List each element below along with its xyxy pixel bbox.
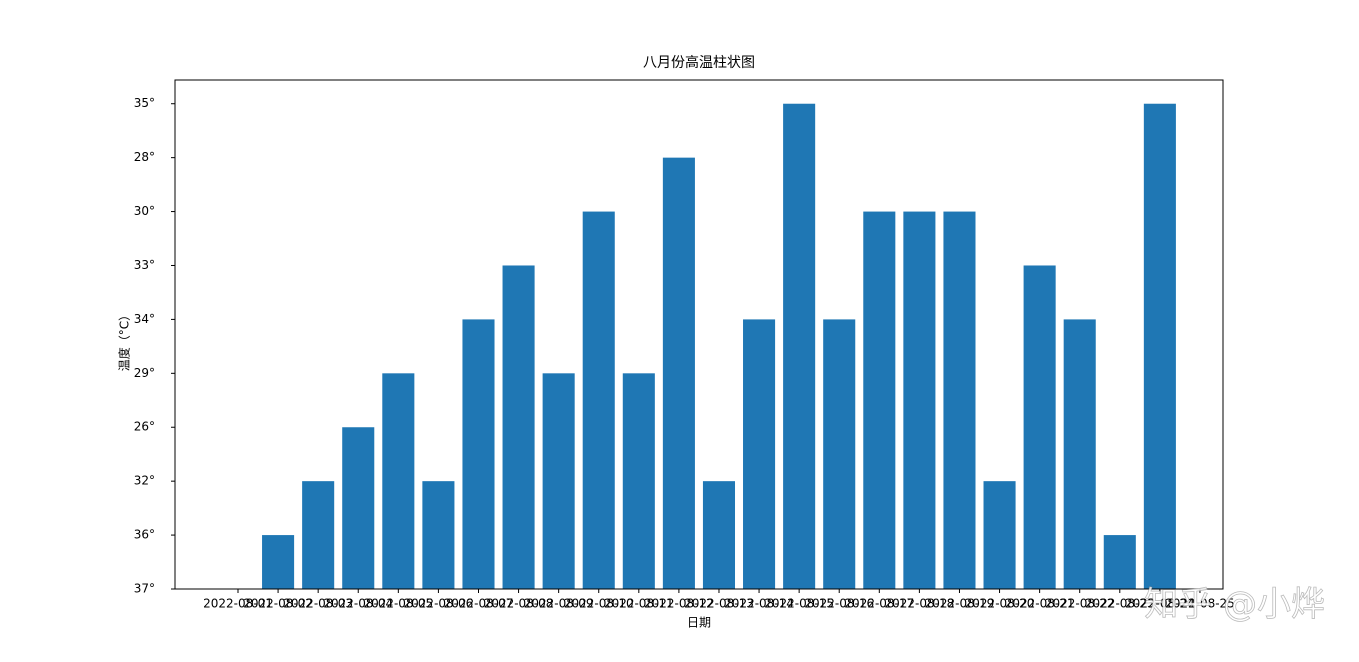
x-tick-label: 2022-08-13 bbox=[684, 597, 754, 611]
bar bbox=[823, 319, 856, 589]
bar bbox=[542, 373, 575, 589]
bar bbox=[262, 535, 295, 589]
y-tick-label: 26° bbox=[134, 420, 155, 434]
x-tick-label: 2022-08-23 bbox=[1085, 597, 1155, 611]
bar bbox=[943, 211, 976, 590]
bar bbox=[342, 427, 375, 589]
bar bbox=[1143, 103, 1176, 589]
y-tick-label: 28° bbox=[134, 150, 155, 164]
x-tick-label: 2022-08-05 bbox=[363, 597, 433, 611]
x-tick-label: 2022-08-04 bbox=[323, 597, 393, 611]
y-tick-label: 35° bbox=[134, 96, 155, 110]
bar bbox=[863, 211, 896, 590]
y-tick-label: 37° bbox=[134, 582, 155, 596]
bar bbox=[662, 157, 695, 589]
x-tick-label: 2022-08-09 bbox=[524, 597, 594, 611]
x-tick-label: 2022-08-18 bbox=[885, 597, 955, 611]
x-tick-label: 2022-08-02 bbox=[243, 597, 313, 611]
bar bbox=[983, 481, 1016, 589]
bar bbox=[903, 211, 936, 590]
bar bbox=[1023, 265, 1056, 589]
bar bbox=[382, 373, 415, 589]
x-tick-label: 2022-08-06 bbox=[404, 597, 474, 611]
x-tick-label: 2022-08-20 bbox=[965, 597, 1035, 611]
y-tick-label: 36° bbox=[134, 528, 155, 542]
x-tick-label: 2022-08-14 bbox=[724, 597, 794, 611]
chart-title: 八月份高温柱状图 bbox=[643, 54, 755, 71]
y-tick-label: 34° bbox=[134, 312, 155, 326]
bar bbox=[502, 265, 535, 589]
x-tick-label: 2022-08-01 bbox=[203, 597, 273, 611]
y-tick-label: 33° bbox=[134, 258, 155, 272]
x-tick-label: 2022-08-21 bbox=[1005, 597, 1075, 611]
watermark: 知乎 @小烨 bbox=[1144, 585, 1325, 625]
x-tick-label: 2022-08-10 bbox=[564, 597, 634, 611]
y-tick-label: 32° bbox=[134, 474, 155, 488]
x-tick-label: 2022-08-22 bbox=[1045, 597, 1115, 611]
x-tick-label: 2022-08-08 bbox=[484, 597, 554, 611]
x-tick-label: 2022-08-12 bbox=[644, 597, 714, 611]
x-axis-label: 日期 bbox=[687, 616, 711, 630]
x-tick-label: 2022-08-19 bbox=[925, 597, 995, 611]
x-tick-label: 2022-08-03 bbox=[283, 597, 353, 611]
bar bbox=[702, 481, 736, 589]
bar bbox=[783, 103, 816, 589]
x-tick-label: 2022-08-16 bbox=[804, 597, 874, 611]
bar bbox=[462, 319, 495, 589]
x-tick-label: 2022-08-11 bbox=[604, 597, 674, 611]
bar bbox=[302, 481, 335, 589]
bar bbox=[622, 373, 655, 589]
y-tick-label: 29° bbox=[134, 366, 155, 380]
bar bbox=[582, 211, 615, 590]
y-tick-label: 30° bbox=[134, 204, 155, 218]
x-tick-label: 2022-08-15 bbox=[764, 597, 834, 611]
bar bbox=[743, 319, 776, 589]
x-tick-label: 2022-08-24 bbox=[1125, 597, 1195, 611]
bar bbox=[1103, 535, 1136, 589]
x-tick-label: 2022-08-25 bbox=[1165, 597, 1235, 611]
x-tick-label: 2022-08-17 bbox=[844, 597, 914, 611]
bar bbox=[422, 481, 455, 589]
plot-frame bbox=[174, 79, 1224, 590]
bar bbox=[1063, 319, 1096, 589]
x-tick-label: 2022-08-07 bbox=[444, 597, 514, 611]
y-axis-label: 温度（°C） bbox=[117, 309, 132, 371]
